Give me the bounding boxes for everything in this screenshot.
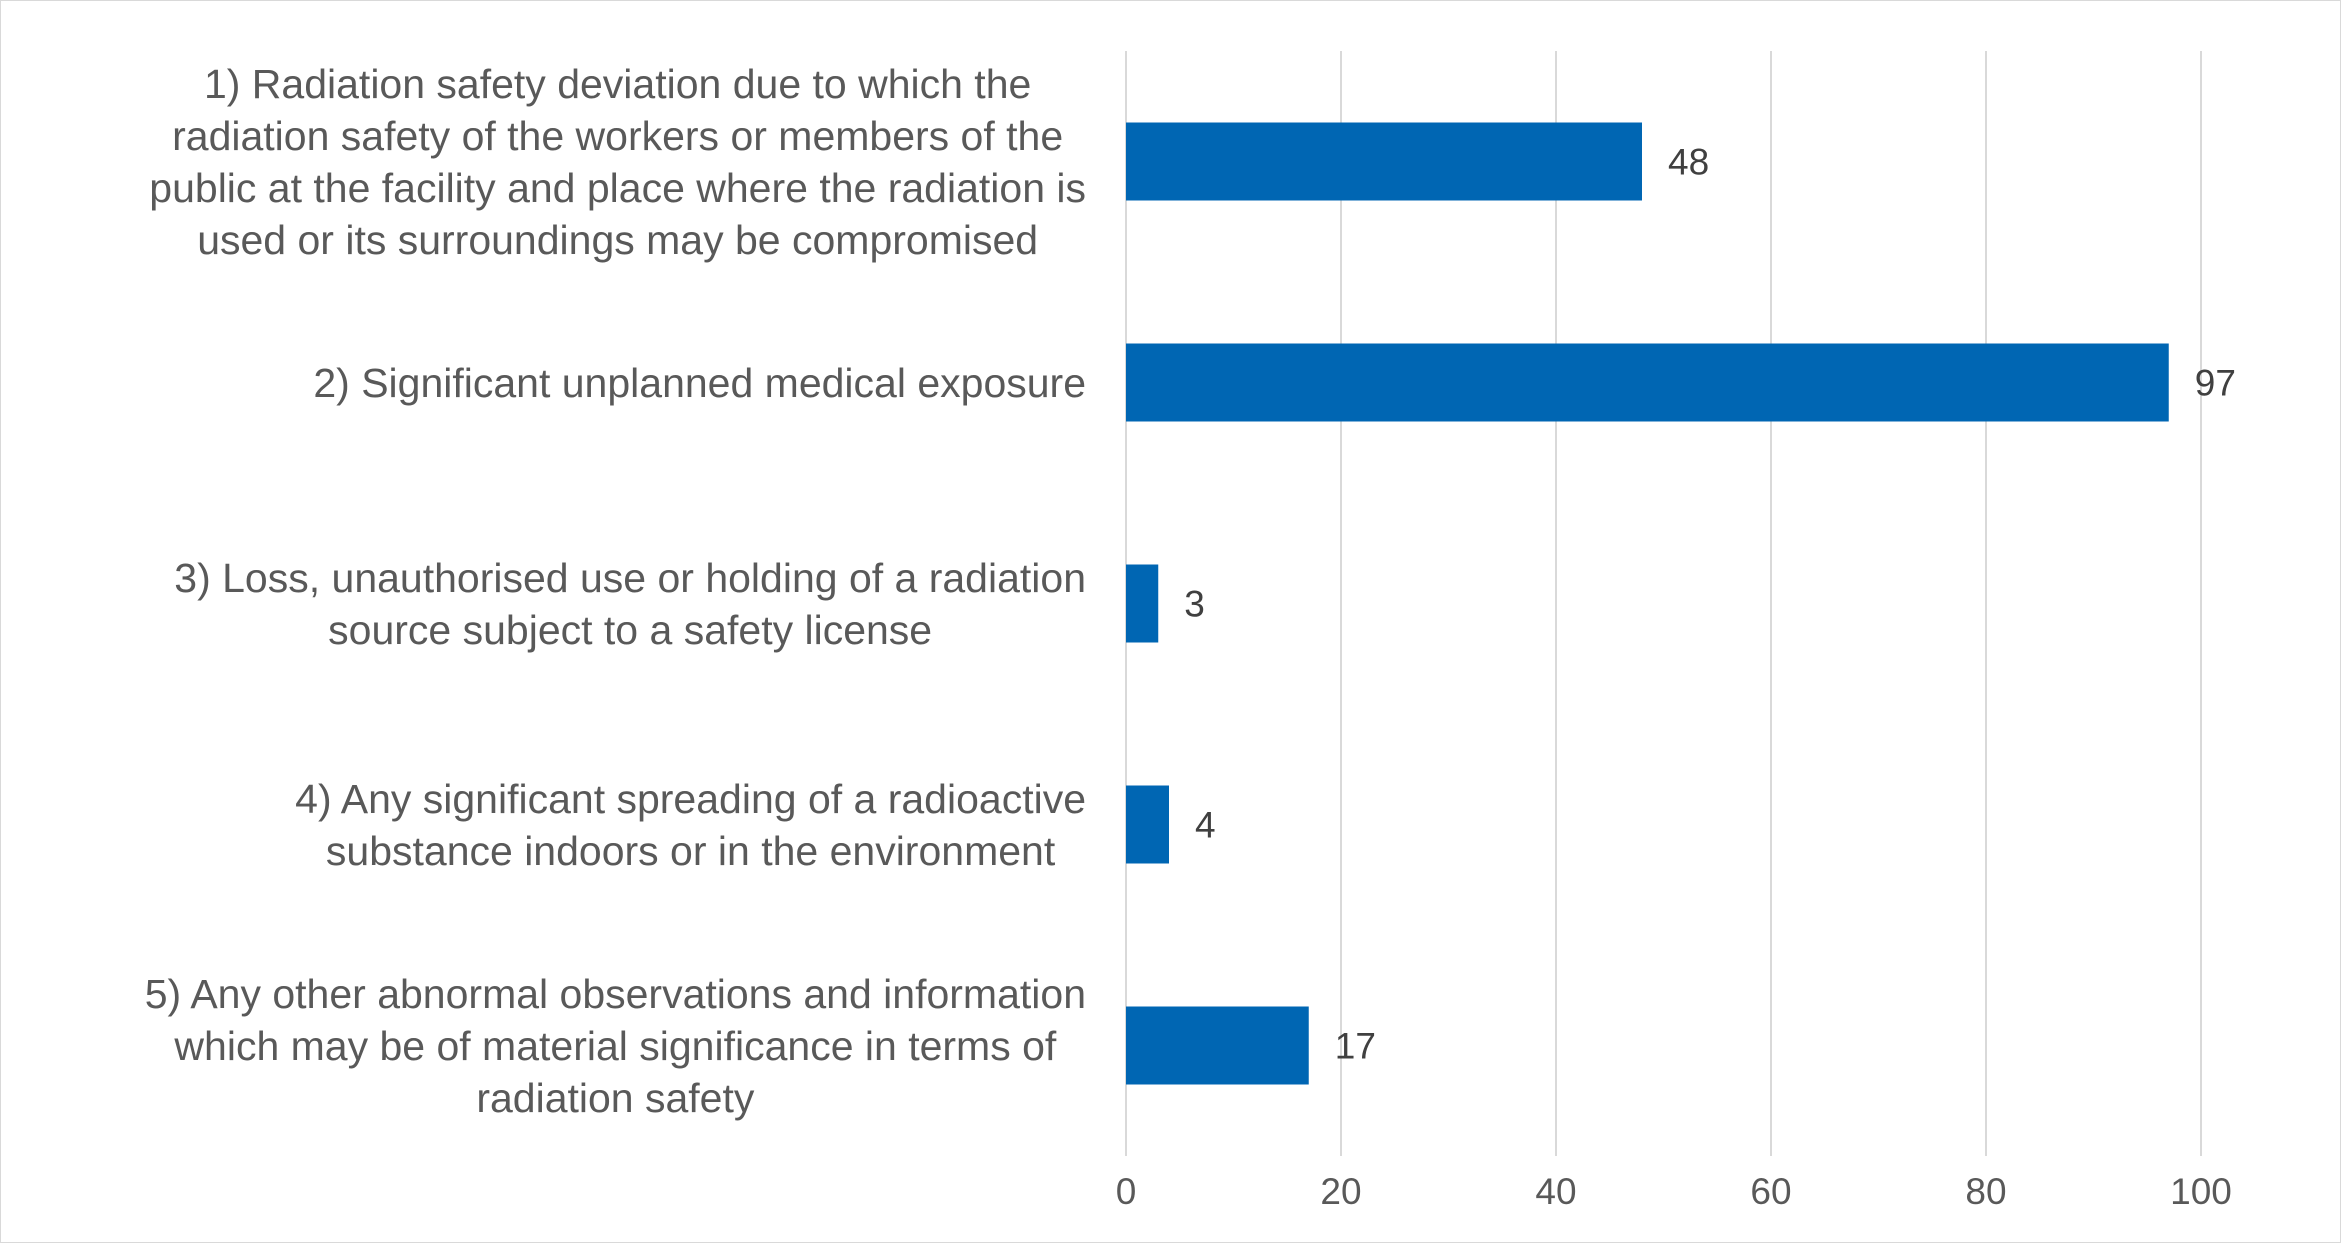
category-label-1-line-3: public at the facility and place where t… — [149, 165, 1086, 211]
category-label-1: 1) Radiation safety deviation due to whi… — [149, 61, 1086, 263]
data-label-4: 4 — [1195, 805, 1216, 846]
category-label-4: 4) Any significant spreading of a radioa… — [295, 776, 1086, 874]
bar-2 — [1126, 343, 2169, 422]
bars — [1126, 122, 2169, 1085]
data-label-2: 97 — [2195, 363, 2236, 404]
category-label-5-line-3: radiation safety — [476, 1075, 755, 1121]
category-label-4-line-2: substance indoors or in the environment — [326, 828, 1056, 874]
data-labels: 48 97 3 4 17 — [1184, 142, 2236, 1067]
category-label-1-line-2: radiation safety of the workers or membe… — [172, 113, 1063, 159]
category-label-3-line-1: 3) Loss, unauthorised use or holding of … — [174, 555, 1086, 601]
x-tick-label-80: 80 — [1965, 1171, 2006, 1212]
category-label-5-line-2: which may be of material significance in… — [173, 1023, 1056, 1069]
category-label-4-line-1: 4) Any significant spreading of a radioa… — [295, 776, 1086, 822]
category-label-1-line-4: used or its surroundings may be compromi… — [197, 217, 1038, 263]
category-label-2: 2) Significant unplanned medical exposur… — [313, 360, 1086, 406]
category-label-5: 5) Any other abnormal observations and i… — [145, 971, 1086, 1121]
category-labels: 1) Radiation safety deviation due to whi… — [145, 61, 1086, 1121]
x-tick-label-100: 100 — [2170, 1171, 2232, 1212]
category-label-1-line-1: 1) Radiation safety deviation due to whi… — [204, 61, 1031, 107]
bar-5 — [1126, 1006, 1309, 1085]
x-tick-label-40: 40 — [1535, 1171, 1576, 1212]
x-tick-label-60: 60 — [1750, 1171, 1791, 1212]
data-label-1: 48 — [1668, 142, 1709, 183]
category-label-5-line-1: 5) Any other abnormal observations and i… — [145, 971, 1086, 1017]
x-axis-tick-labels: 0 20 40 60 80 100 — [1116, 1171, 2232, 1212]
bar-4 — [1126, 785, 1169, 864]
category-label-2-line-1: 2) Significant unplanned medical exposur… — [313, 360, 1086, 406]
x-tick-label-0: 0 — [1116, 1171, 1137, 1212]
x-tick-label-20: 20 — [1320, 1171, 1361, 1212]
data-label-3: 3 — [1184, 584, 1205, 625]
bar-1 — [1126, 122, 1642, 201]
data-label-5: 17 — [1335, 1026, 1376, 1067]
category-label-3: 3) Loss, unauthorised use or holding of … — [174, 555, 1086, 653]
bar-3 — [1126, 564, 1159, 643]
category-label-3-line-2: source subject to a safety license — [328, 607, 932, 653]
gridlines — [1125, 51, 2202, 1156]
